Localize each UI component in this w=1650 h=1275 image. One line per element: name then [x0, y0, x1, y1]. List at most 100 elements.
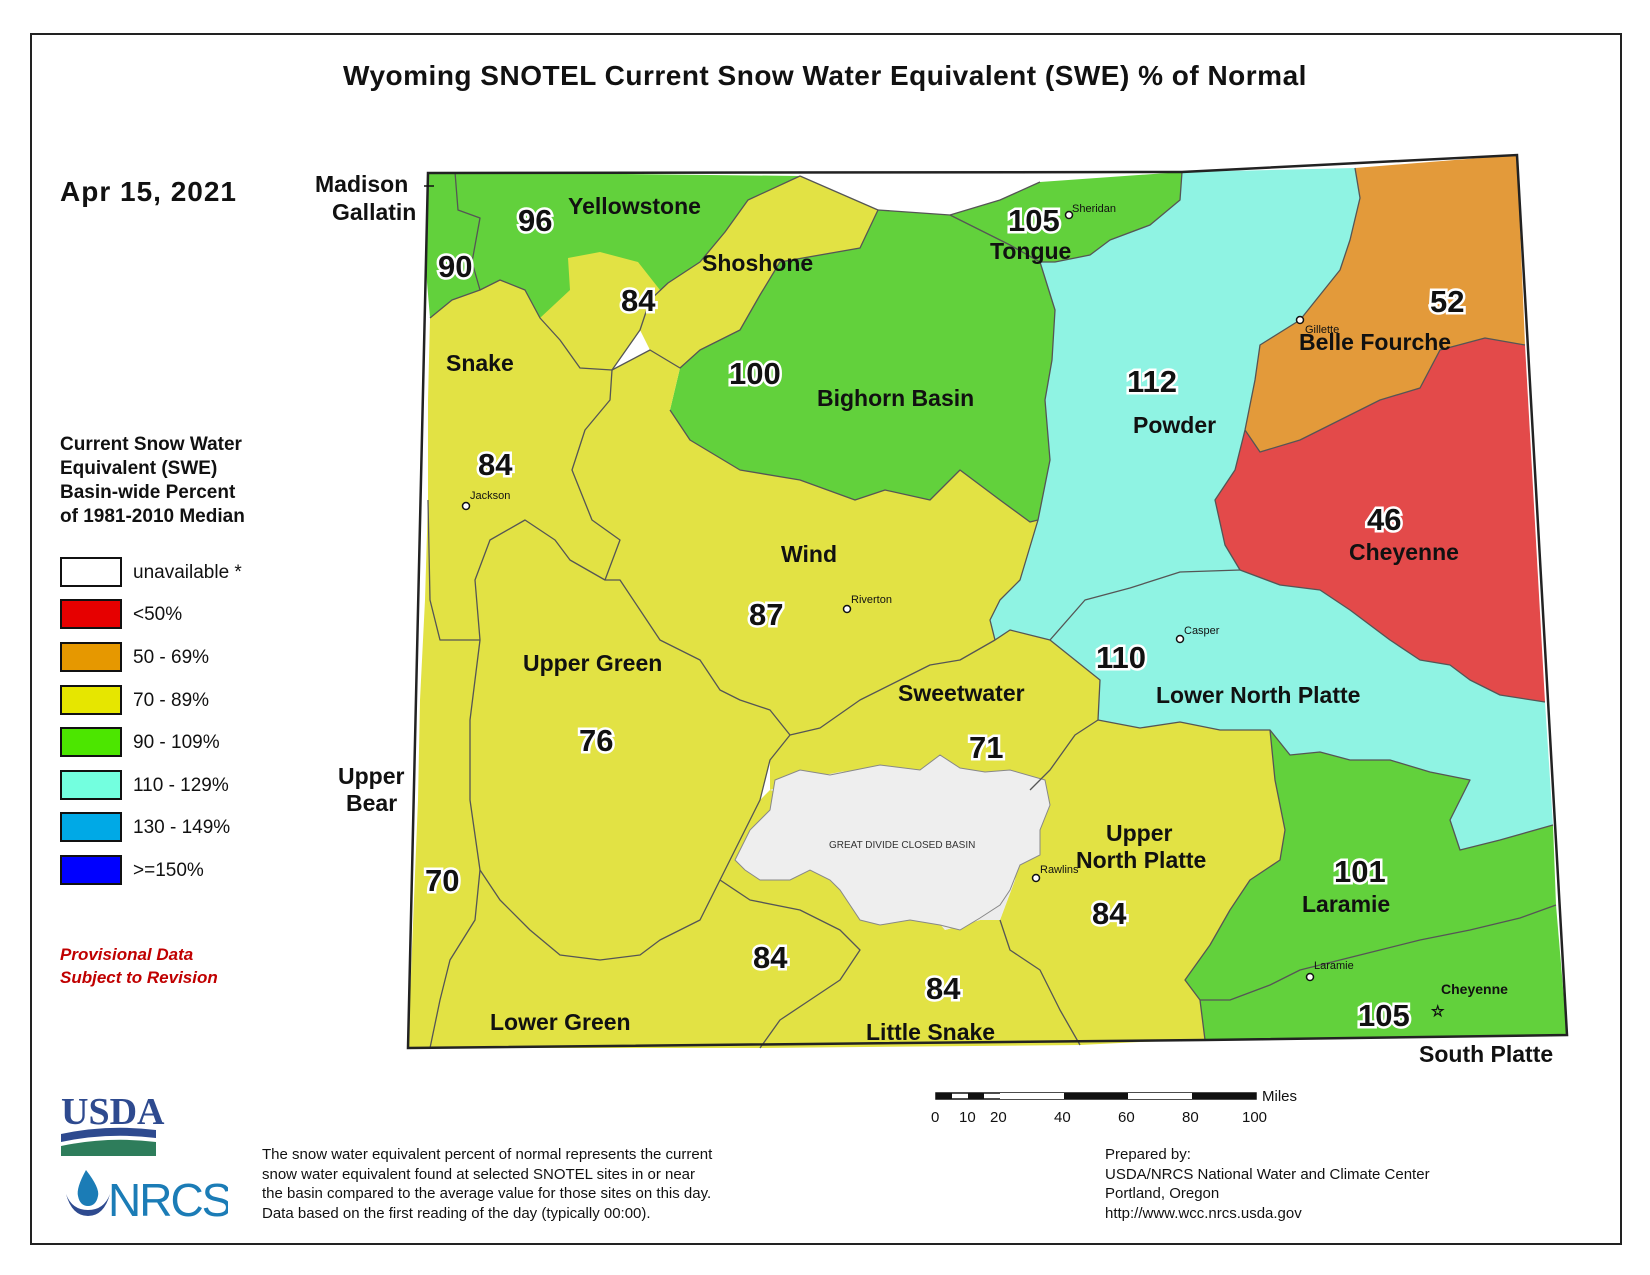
city-rawlins: Rawlins	[1040, 864, 1079, 876]
legend-item-110-129: 110 - 129%	[60, 770, 320, 802]
scale-unit: Miles	[1262, 1088, 1297, 1105]
city-marker-riverton	[842, 604, 852, 614]
city-laramie: Laramie	[1314, 960, 1354, 972]
pct-wind: 87	[749, 597, 783, 632]
pct-shoshone: 84	[621, 283, 656, 318]
city-cheyenne: Cheyenne	[1441, 981, 1508, 997]
city-marker-rawlins	[1031, 873, 1041, 883]
prepared-line: Portland, Oregon	[1105, 1185, 1220, 1202]
usda-logo-field	[61, 1139, 156, 1156]
scale-seg	[1128, 1093, 1192, 1099]
label-great-divide: GREAT DIVIDE CLOSED BASIN	[829, 840, 975, 851]
pct-powder: 112	[1127, 364, 1177, 399]
scale-seg	[1064, 1093, 1128, 1099]
scale-seg	[1192, 1093, 1256, 1099]
basin-names: Madison Gallatin Yellowstone Shoshone Bi…	[315, 171, 1553, 1067]
label-tongue: Tongue	[990, 238, 1071, 264]
label-bighorn: Bighorn Basin	[817, 385, 974, 411]
scale-bar: Miles 0 10 20 40 60 80 100	[931, 1088, 1297, 1126]
footnote-line: the basin compared to the average value …	[262, 1185, 712, 1202]
basin-boundaries	[427, 167, 1557, 1049]
scale-tick: 100	[1242, 1109, 1267, 1126]
label-lower-north-platte: Lower North Platte	[1156, 682, 1360, 708]
pct-madison-gallatin: 90	[438, 249, 472, 284]
prepared-line: Prepared by:	[1105, 1146, 1191, 1163]
legend-swatch	[60, 685, 122, 715]
city-sheridan: Sheridan	[1072, 203, 1116, 215]
state-outline	[406, 153, 1569, 1050]
pct-belle-fourche: 52	[1430, 284, 1464, 319]
city-marker-sheridan	[1064, 210, 1074, 220]
label-little-snake: Little Snake	[866, 1019, 995, 1045]
basin-cheyenne	[1215, 338, 1545, 702]
label-gallatin: Gallatin	[332, 199, 416, 225]
label-sweetwater: Sweetwater	[898, 680, 1025, 706]
basin-lower-north-platte	[1050, 570, 1553, 850]
scale-seg	[936, 1093, 952, 1099]
scale-tick: 40	[1054, 1109, 1071, 1126]
label-powder: Powder	[1133, 412, 1216, 438]
usda-logo-swoosh	[61, 1127, 156, 1142]
label-upper-bear-2: Bear	[346, 790, 397, 816]
legend-item-lt50: <50%	[60, 599, 320, 631]
label-cheyenne: Cheyenne	[1349, 539, 1459, 565]
basin-percentages: 90 96 84 100 105 112 52 46 84 87 76 71 1…	[423, 201, 1467, 1036]
map-date: Apr 15, 2021	[60, 176, 237, 207]
legend-swatch	[60, 557, 122, 587]
legend-title: Current Snow Water Equivalent (SWE) Basi…	[60, 433, 290, 529]
basin-wind	[572, 350, 1038, 735]
basin-shoshone	[540, 176, 878, 370]
scale-tick: 80	[1182, 1109, 1199, 1126]
nrcs-arc-icon	[66, 1194, 110, 1216]
legend-item-130-149: 130 - 149%	[60, 812, 320, 844]
legend-title-line: Current Snow Water	[60, 434, 242, 455]
prepared-by: Prepared by: USDA/NRCS National Water an…	[1105, 1145, 1430, 1223]
legend-label: 50 - 69%	[133, 647, 210, 668]
pct-bighorn: 100	[729, 356, 781, 391]
legend-item-unavailable: unavailable *	[60, 557, 320, 589]
pct-tongue: 105	[1008, 203, 1060, 238]
basin-upper-bear	[408, 500, 480, 1048]
map-title: Wyoming SNOTEL Current Snow Water Equiva…	[343, 60, 1307, 91]
legend-title-line: Equivalent (SWE)	[60, 458, 218, 479]
basin-laramie	[1185, 730, 1556, 1000]
basin-belle-fourche	[1245, 155, 1525, 452]
legend-swatch	[60, 812, 122, 842]
legend-item-ge150: >=150%	[60, 855, 320, 887]
legend-label: >=150%	[133, 860, 204, 881]
label-snake: Snake	[446, 350, 514, 376]
basin-sweetwater	[770, 630, 1100, 790]
label-upper-north-platte-2: North Platte	[1076, 847, 1206, 873]
label-upper-green: Upper Green	[523, 650, 662, 676]
usda-logo-text: USDA	[61, 1091, 165, 1133]
legend-swatch	[60, 770, 122, 800]
legend-label: 130 - 149%	[133, 817, 231, 838]
provisional-note: Provisional Data Subject to Revision	[60, 943, 218, 989]
usda-nrcs-logo: USDA NRCS	[61, 1091, 228, 1225]
city-casper: Casper	[1184, 625, 1220, 637]
pct-cheyenne: 46	[1367, 502, 1401, 537]
pct-south-platte: 105	[1358, 998, 1410, 1033]
legend-label: 90 - 109%	[133, 732, 220, 753]
great-divide-basin-center	[734, 754, 1051, 931]
footnote-line: snow water equivalent found at selected …	[262, 1165, 696, 1183]
legend-item-90-109: 90 - 109%	[60, 727, 320, 759]
basin-snake	[428, 280, 620, 640]
basin-lower-green	[430, 870, 860, 1048]
scale-tick: 10	[959, 1109, 976, 1126]
prepared-url[interactable]: http://www.wcc.nrcs.usda.gov	[1105, 1204, 1302, 1222]
nrcs-drop-icon	[77, 1170, 99, 1206]
legend-title-line: of 1981-2010 Median	[60, 506, 245, 527]
provisional-line: Provisional Data	[60, 945, 194, 964]
city-marker-laramie	[1305, 972, 1315, 982]
scale-tick: 20	[990, 1109, 1007, 1126]
scale-seg	[1000, 1093, 1064, 1099]
legend-swatch	[60, 727, 122, 757]
pct-snake: 84	[478, 447, 513, 482]
legend-swatch	[60, 642, 122, 672]
city-marker-casper	[1175, 634, 1185, 644]
pct-lower-green: 84	[753, 940, 788, 975]
label-upper-north-platte-1: Upper	[1106, 820, 1173, 846]
label-madison: Madison	[315, 171, 408, 197]
legend-title-line: Basin-wide Percent	[60, 482, 236, 503]
